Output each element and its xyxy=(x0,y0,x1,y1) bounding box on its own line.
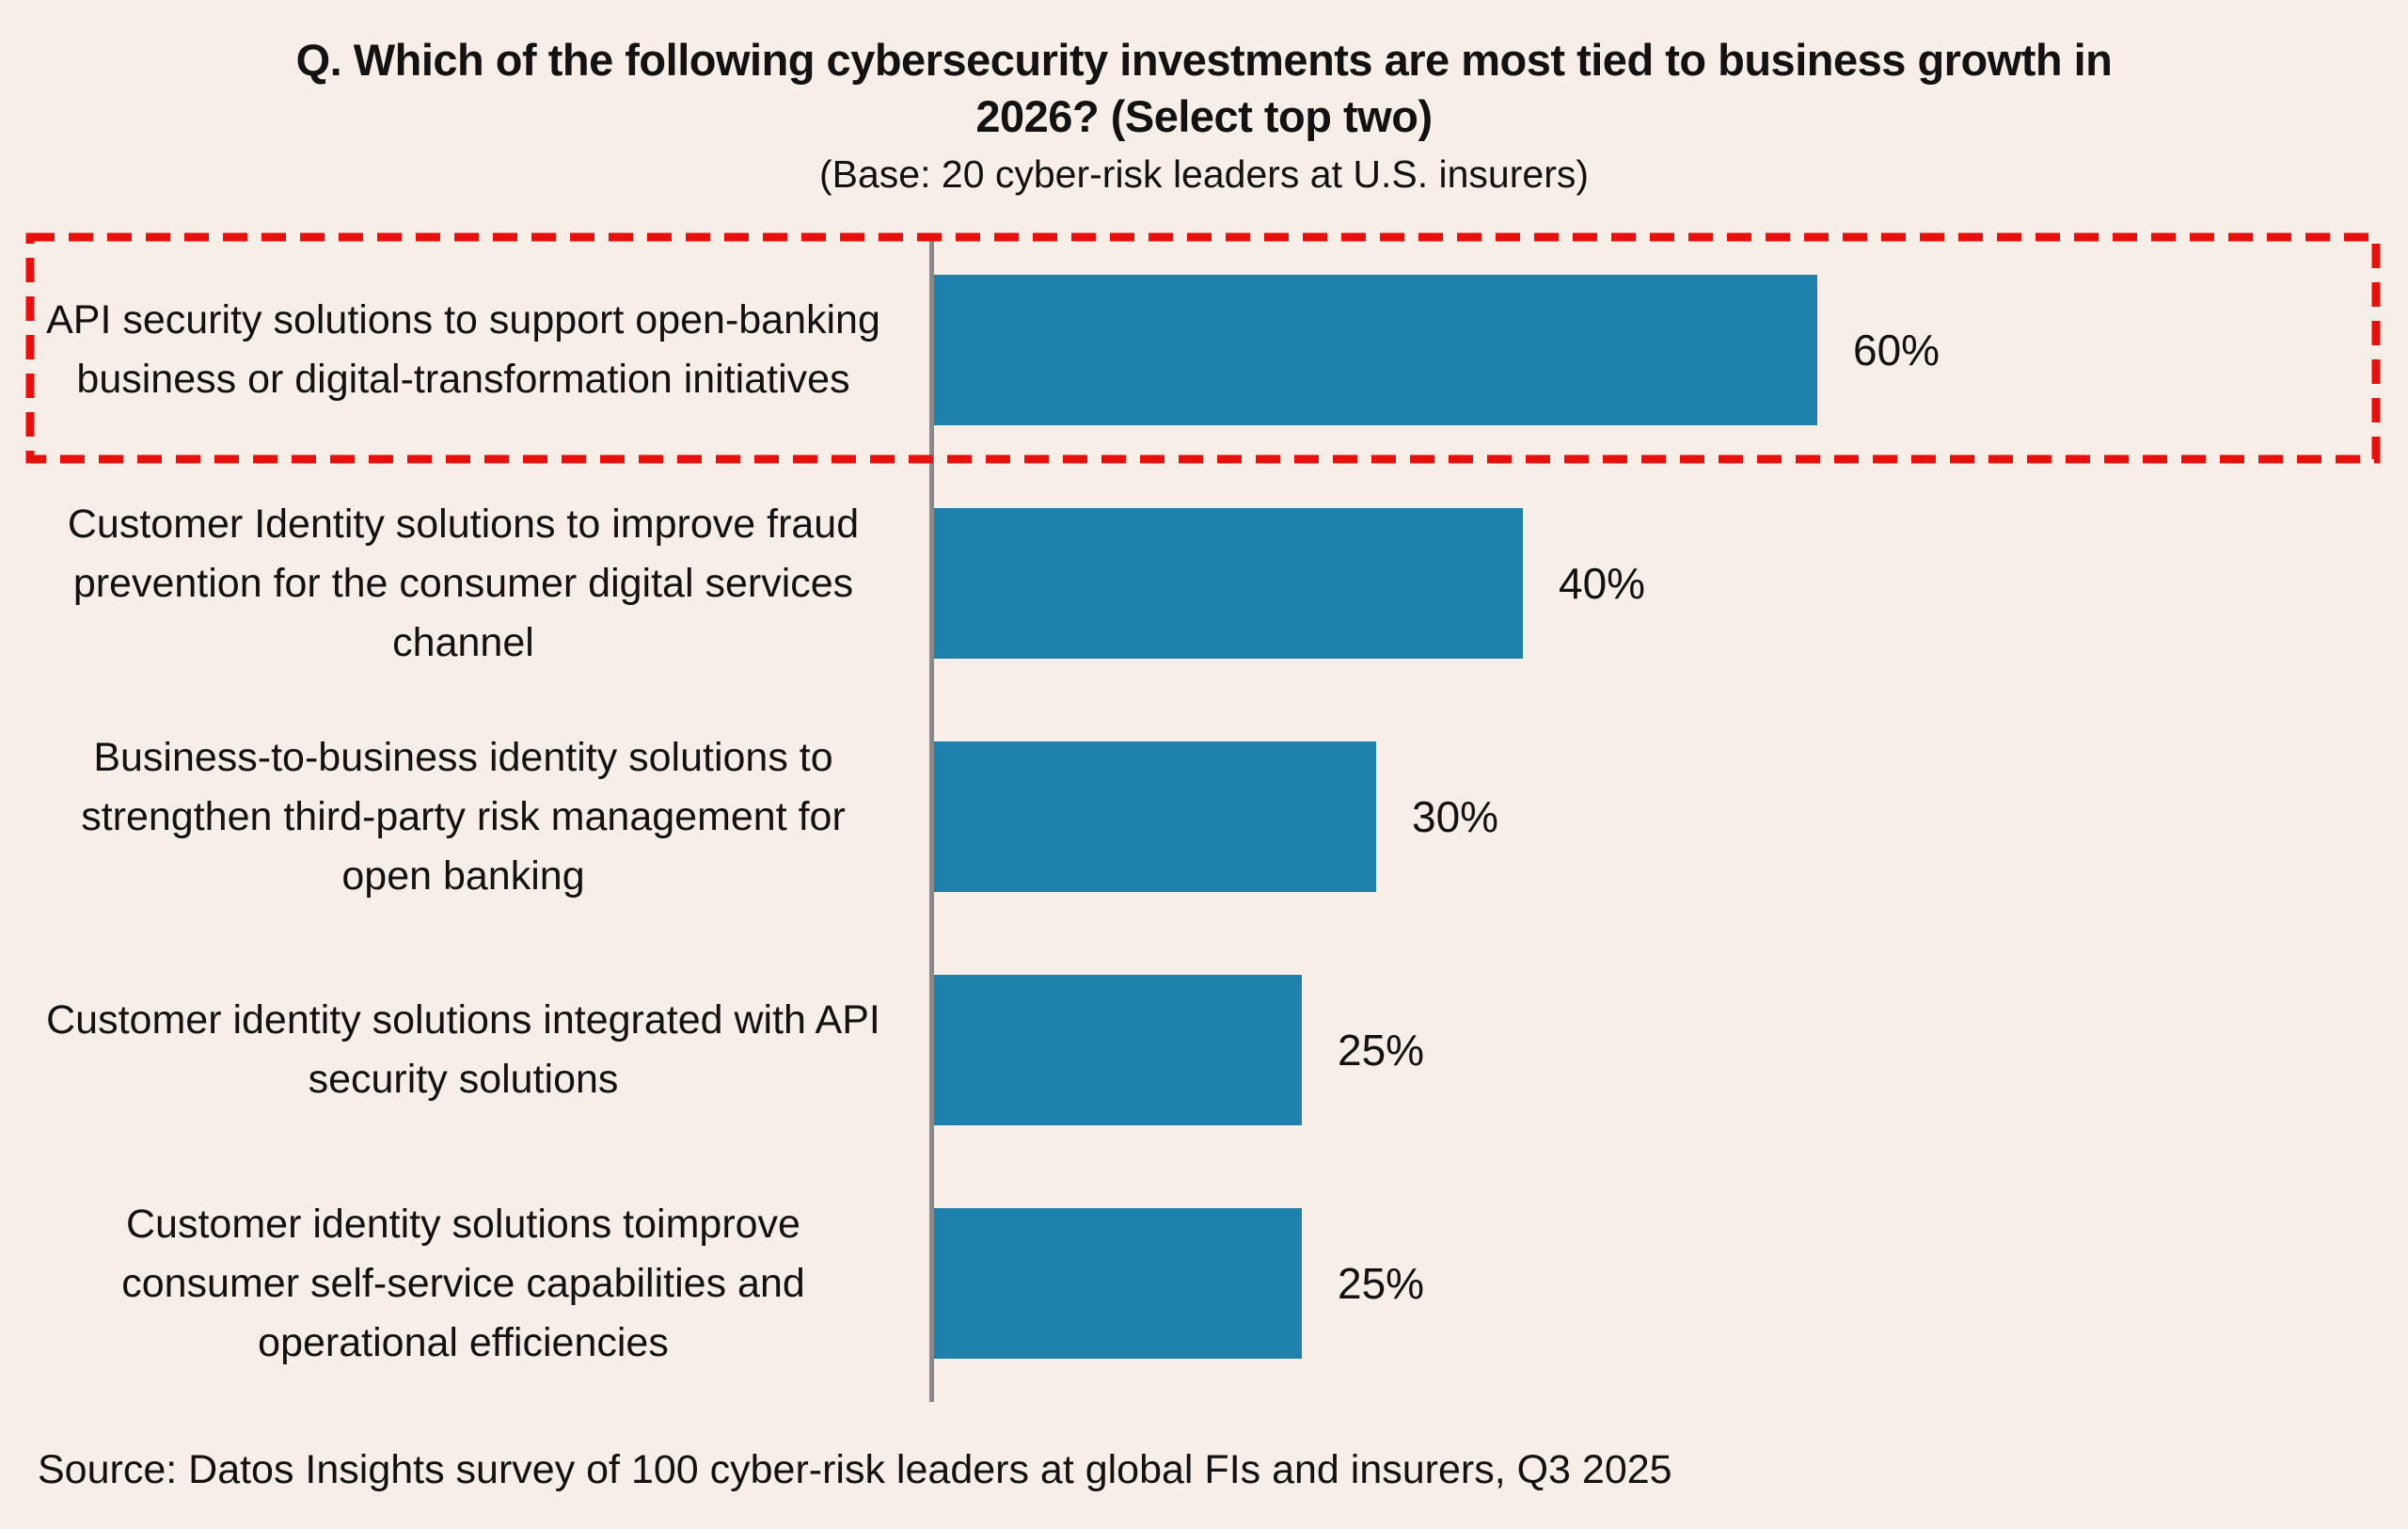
bar-row-b2b-identity: Business-to-business identity solutions … xyxy=(0,700,2408,933)
value-label: 60% xyxy=(1853,326,1941,374)
chart-title: Q. Which of the following cybersecurity … xyxy=(295,35,2113,141)
value-label: 25% xyxy=(1338,1259,1425,1308)
bar-zone: 60% xyxy=(934,275,1940,425)
bar-zone: 30% xyxy=(934,741,1498,892)
bar-zone: 25% xyxy=(934,1208,1424,1359)
plot-area: API security solutions to support open-b… xyxy=(0,233,2408,1402)
value-label: 25% xyxy=(1338,1026,1425,1075)
y-axis-line xyxy=(929,240,934,1402)
bar-zone: 25% xyxy=(934,975,1424,1125)
chart-subtitle: (Base: 20 cyber-risk leaders at U.S. ins… xyxy=(819,152,1589,196)
bar xyxy=(934,1208,1302,1359)
bar-row-api-security: API security solutions to support open-b… xyxy=(0,233,2408,467)
bar-zone: 40% xyxy=(934,508,1645,659)
bar xyxy=(934,741,1376,892)
bar-row-fraud-prevention: Customer Identity solutions to improve f… xyxy=(0,467,2408,700)
bar-row-identity-api-integration: Customer identity solutions integrated w… xyxy=(0,933,2408,1167)
category-label: Customer identity solutions toimprove co… xyxy=(121,1201,805,1365)
category-label: Business-to-business identity solutions … xyxy=(81,734,846,899)
source-note: Source: Datos Insights survey of 100 cyb… xyxy=(38,1447,1672,1492)
bar xyxy=(934,508,1523,659)
category-label: Customer Identity solutions to improve f… xyxy=(67,501,860,665)
bar xyxy=(934,975,1302,1125)
value-label: 40% xyxy=(1559,559,1646,608)
category-label: API security solutions to support open-b… xyxy=(46,297,880,402)
value-label: 30% xyxy=(1412,792,1499,841)
category-label: Customer identity solutions integrated w… xyxy=(46,997,880,1102)
bar xyxy=(934,275,1817,425)
bar-row-self-service: Customer identity solutions toimprove co… xyxy=(0,1167,2408,1400)
